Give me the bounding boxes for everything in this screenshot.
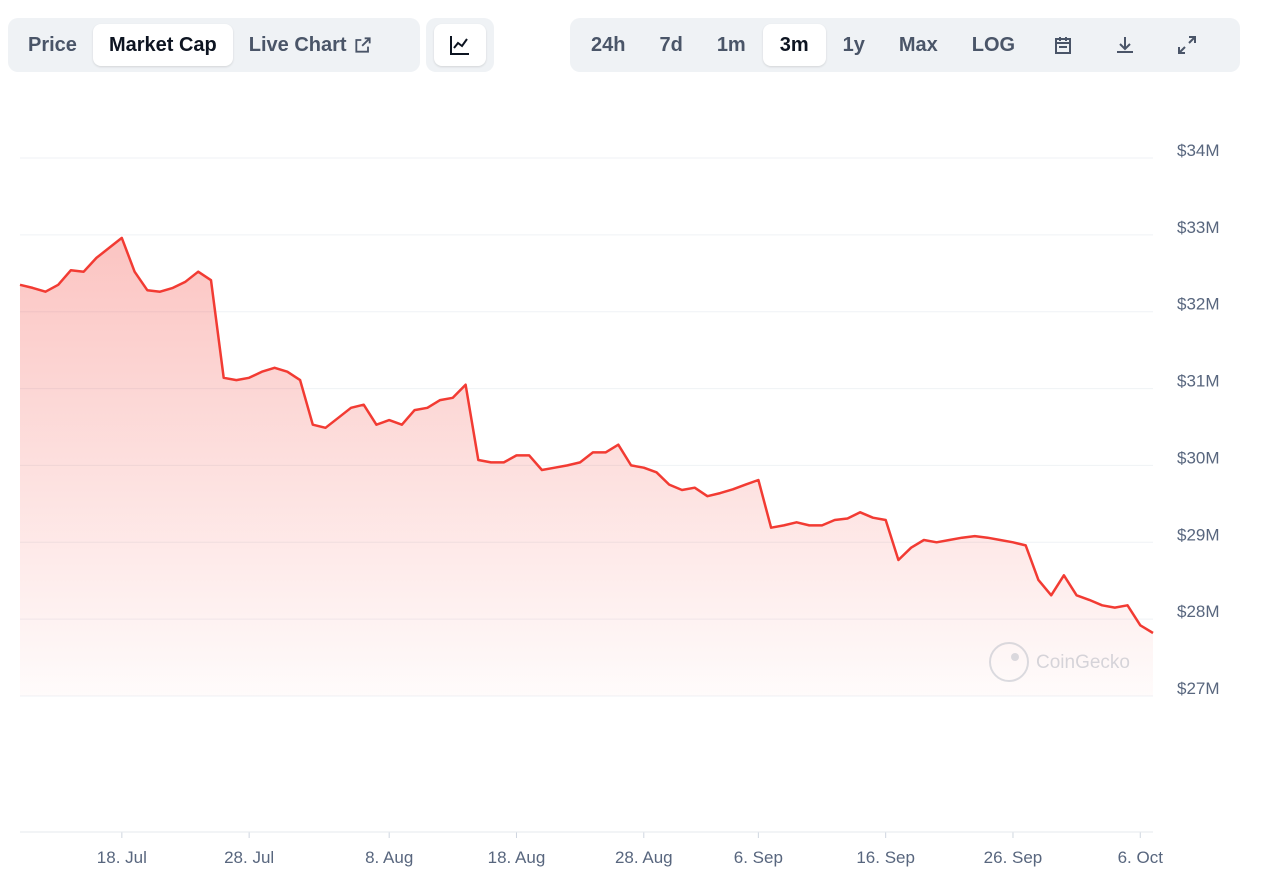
range-button-label: 1m bbox=[716, 33, 746, 56]
x-tick-label: 28. Aug bbox=[615, 848, 673, 867]
y-tick-label: $28M bbox=[1177, 602, 1220, 621]
x-tick-label: 26. Sep bbox=[984, 848, 1043, 867]
range-button-label: Max bbox=[898, 33, 938, 56]
watermark-logo-eye bbox=[1011, 653, 1019, 661]
tool-icon bbox=[1117, 37, 1134, 53]
y-tick-label: $31M bbox=[1177, 372, 1220, 391]
range-button[interactable]: 7d bbox=[642, 24, 699, 66]
tool-button[interactable] bbox=[1156, 24, 1218, 66]
y-tick-label: $30M bbox=[1177, 448, 1220, 467]
range-button[interactable]: Max bbox=[882, 24, 955, 66]
tool-icon bbox=[1055, 37, 1072, 54]
tab-button[interactable]: Price bbox=[12, 24, 93, 66]
y-tick-label: $32M bbox=[1177, 295, 1220, 314]
chart-type-group bbox=[426, 18, 494, 72]
x-tick-label: 16. Sep bbox=[856, 848, 915, 867]
watermark-logo bbox=[989, 642, 1029, 682]
y-tick-label: $27M bbox=[1177, 679, 1220, 698]
x-tick-label: 18. Aug bbox=[488, 848, 546, 867]
line bbox=[19, 236, 1154, 635]
x-tick-label: 6. Oct bbox=[1118, 848, 1164, 867]
x-tick-label: 6. Sep bbox=[734, 848, 783, 867]
tab-button-label: Live Chart bbox=[248, 33, 347, 56]
area bbox=[20, 237, 1153, 696]
range-button[interactable]: 1y bbox=[826, 24, 882, 66]
range-button[interactable]: 24h bbox=[574, 24, 642, 66]
range-button-label: 3m bbox=[779, 33, 809, 56]
y-tick-label: $34M bbox=[1177, 141, 1220, 160]
y-tick-label: $29M bbox=[1177, 525, 1220, 544]
range-button[interactable]: LOG bbox=[955, 24, 1032, 66]
watermark-text: CoinGecko bbox=[1036, 652, 1130, 673]
range-button-label: LOG bbox=[971, 33, 1016, 56]
watermark: CoinGecko bbox=[989, 642, 1130, 682]
range-button-label: 7d bbox=[659, 33, 683, 56]
range-button[interactable]: 1m bbox=[700, 24, 763, 66]
tool-button[interactable] bbox=[1032, 24, 1094, 66]
x-tick-label: 18. Jul bbox=[97, 848, 147, 867]
x-tick-label: 28. Jul bbox=[224, 848, 274, 867]
external-icon bbox=[354, 37, 371, 53]
tool-icon bbox=[1178, 36, 1197, 54]
tab-button-label: Market Cap bbox=[108, 33, 217, 56]
tab-button[interactable]: Market Cap bbox=[92, 24, 233, 66]
x-tick-label: 8. Aug bbox=[365, 848, 413, 867]
range-button[interactable]: 3m bbox=[762, 24, 826, 66]
range-tabs: 24h 7d 1m 3m 1y Max LOG bbox=[570, 18, 1240, 72]
tab-button-label: Price bbox=[28, 33, 77, 56]
line-icon bbox=[450, 36, 469, 55]
range-button-label: 24h bbox=[591, 33, 626, 56]
tool-button[interactable] bbox=[1094, 24, 1156, 66]
tab-button[interactable]: Live Chart bbox=[233, 24, 389, 66]
view-tabs: Price Market Cap Live Chart bbox=[8, 18, 420, 72]
chart-type-button[interactable] bbox=[434, 24, 486, 66]
range-button-label: 1y bbox=[842, 33, 865, 56]
y-tick-label: $33M bbox=[1177, 218, 1220, 237]
